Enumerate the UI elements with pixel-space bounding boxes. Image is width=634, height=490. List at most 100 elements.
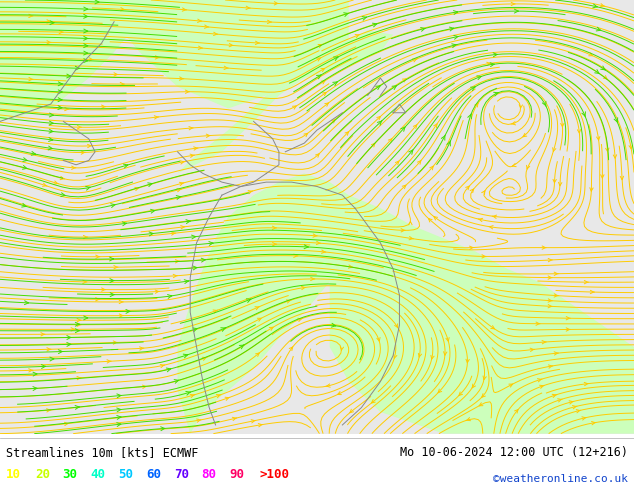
FancyArrowPatch shape [72, 166, 76, 170]
Text: Mo 10-06-2024 12:00 UTC (12+216): Mo 10-06-2024 12:00 UTC (12+216) [399, 446, 628, 459]
FancyArrowPatch shape [389, 139, 392, 143]
FancyArrowPatch shape [119, 314, 124, 318]
FancyArrowPatch shape [84, 29, 87, 33]
FancyArrowPatch shape [183, 354, 188, 358]
FancyArrowPatch shape [593, 4, 597, 8]
FancyArrowPatch shape [392, 86, 397, 90]
FancyArrowPatch shape [590, 188, 593, 191]
FancyArrowPatch shape [542, 101, 546, 106]
Text: Streamlines 10m [kts] ECMWF: Streamlines 10m [kts] ECMWF [6, 446, 198, 459]
FancyArrowPatch shape [434, 217, 437, 220]
FancyArrowPatch shape [512, 164, 516, 167]
FancyArrowPatch shape [179, 182, 184, 186]
FancyArrowPatch shape [23, 158, 27, 162]
FancyArrowPatch shape [95, 0, 99, 4]
FancyArrowPatch shape [198, 46, 203, 49]
FancyArrowPatch shape [119, 300, 124, 304]
FancyArrowPatch shape [273, 243, 276, 246]
FancyArrowPatch shape [49, 129, 53, 133]
FancyArrowPatch shape [519, 104, 522, 108]
FancyArrowPatch shape [221, 328, 225, 331]
FancyArrowPatch shape [77, 318, 81, 322]
FancyArrowPatch shape [538, 379, 542, 382]
FancyArrowPatch shape [483, 376, 486, 380]
FancyArrowPatch shape [120, 8, 125, 11]
FancyArrowPatch shape [182, 8, 186, 11]
FancyArrowPatch shape [160, 365, 165, 368]
FancyArrowPatch shape [65, 422, 68, 426]
FancyArrowPatch shape [84, 59, 87, 63]
FancyArrowPatch shape [117, 408, 121, 412]
FancyArrowPatch shape [304, 245, 308, 249]
FancyArrowPatch shape [494, 92, 498, 96]
FancyArrowPatch shape [491, 326, 495, 329]
FancyArrowPatch shape [349, 265, 353, 268]
FancyArrowPatch shape [117, 394, 121, 398]
FancyArrowPatch shape [87, 145, 92, 147]
FancyArrowPatch shape [216, 394, 221, 397]
FancyArrowPatch shape [224, 66, 228, 70]
FancyArrowPatch shape [573, 406, 577, 409]
FancyArrowPatch shape [61, 193, 65, 196]
Text: 50: 50 [118, 468, 133, 481]
FancyArrowPatch shape [180, 161, 184, 164]
FancyArrowPatch shape [143, 385, 147, 389]
FancyArrowPatch shape [311, 277, 315, 281]
FancyArrowPatch shape [470, 87, 475, 91]
FancyArrowPatch shape [289, 347, 293, 351]
FancyArrowPatch shape [110, 293, 114, 296]
FancyArrowPatch shape [372, 399, 375, 403]
FancyArrowPatch shape [239, 345, 244, 349]
FancyArrowPatch shape [316, 154, 319, 157]
FancyArrowPatch shape [515, 410, 518, 413]
FancyArrowPatch shape [376, 86, 380, 90]
FancyArrowPatch shape [268, 20, 272, 24]
FancyArrowPatch shape [566, 328, 571, 331]
FancyArrowPatch shape [479, 403, 483, 406]
FancyArrowPatch shape [468, 114, 472, 119]
FancyArrowPatch shape [75, 322, 79, 326]
FancyArrowPatch shape [287, 300, 291, 303]
FancyArrowPatch shape [150, 209, 155, 213]
FancyArrowPatch shape [111, 204, 115, 207]
FancyArrowPatch shape [482, 255, 486, 258]
FancyArrowPatch shape [155, 290, 160, 294]
FancyArrowPatch shape [590, 290, 595, 294]
Text: 90: 90 [230, 468, 245, 481]
FancyArrowPatch shape [402, 185, 406, 189]
FancyArrowPatch shape [472, 384, 476, 388]
FancyArrowPatch shape [248, 191, 252, 194]
FancyArrowPatch shape [396, 161, 399, 165]
FancyArrowPatch shape [454, 35, 458, 39]
FancyArrowPatch shape [213, 310, 217, 313]
FancyArrowPatch shape [596, 27, 600, 31]
FancyArrowPatch shape [67, 343, 71, 346]
FancyArrowPatch shape [114, 73, 118, 76]
FancyArrowPatch shape [25, 301, 29, 305]
FancyArrowPatch shape [332, 120, 335, 123]
FancyArrowPatch shape [431, 355, 434, 359]
FancyArrowPatch shape [48, 146, 53, 150]
FancyArrowPatch shape [584, 382, 588, 386]
FancyArrowPatch shape [214, 32, 218, 36]
FancyArrowPatch shape [429, 219, 432, 222]
FancyArrowPatch shape [413, 125, 417, 128]
Polygon shape [178, 78, 304, 173]
FancyArrowPatch shape [255, 307, 260, 310]
FancyArrowPatch shape [50, 357, 54, 361]
FancyArrowPatch shape [434, 124, 437, 128]
FancyArrowPatch shape [548, 258, 552, 262]
FancyArrowPatch shape [84, 7, 87, 11]
Text: 30: 30 [62, 468, 77, 481]
FancyArrowPatch shape [189, 126, 193, 130]
FancyArrowPatch shape [292, 106, 296, 109]
FancyArrowPatch shape [77, 376, 81, 380]
FancyArrowPatch shape [438, 389, 442, 392]
FancyArrowPatch shape [186, 220, 190, 223]
FancyArrowPatch shape [600, 175, 604, 178]
FancyArrowPatch shape [377, 338, 380, 341]
Polygon shape [178, 173, 355, 434]
FancyArrowPatch shape [47, 20, 51, 23]
FancyArrowPatch shape [75, 405, 79, 409]
FancyArrowPatch shape [22, 203, 26, 207]
